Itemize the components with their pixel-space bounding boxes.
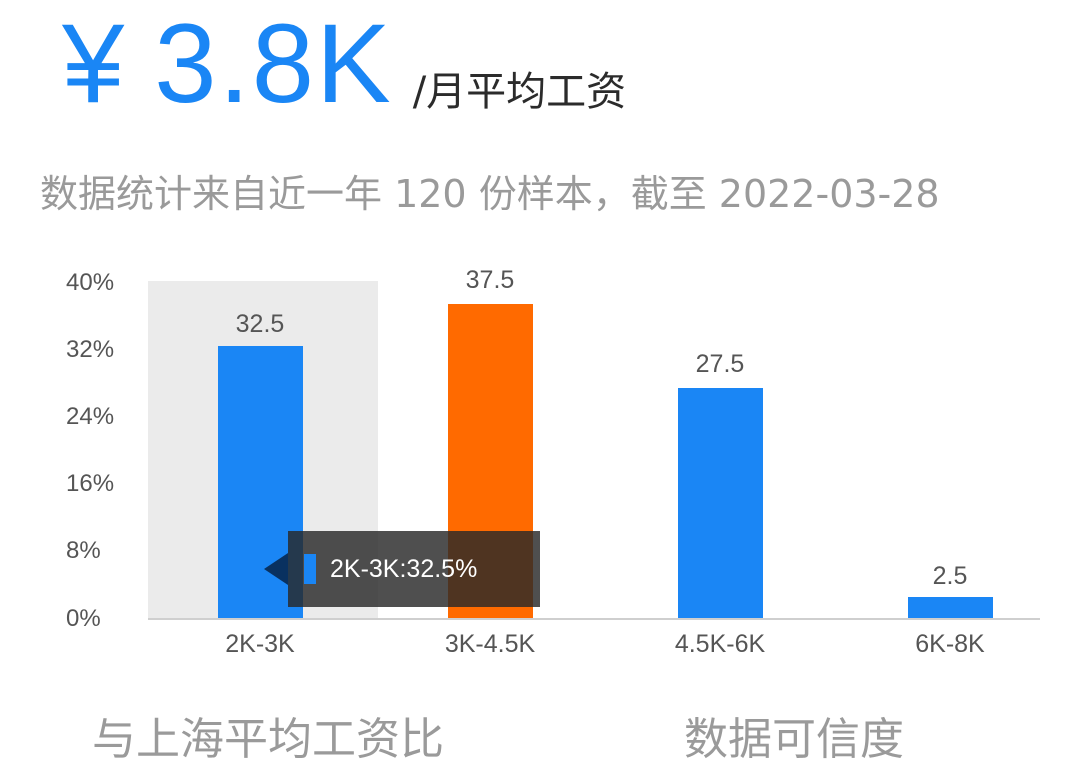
- amount-value: 3.8K: [154, 1, 393, 126]
- bar-value-label: 32.5: [235, 310, 285, 338]
- y-tick-0: 0%: [66, 605, 101, 632]
- data-reliability-tab[interactable]: 数据可信度: [684, 714, 904, 765]
- tooltip-pointer-icon: [264, 553, 288, 585]
- series-color-swatch: [304, 554, 316, 584]
- bar-value-label: 37.5: [465, 266, 515, 294]
- tooltip-text: 2K-3K:32.5%: [330, 554, 478, 583]
- y-tick-8: 8%: [66, 537, 101, 564]
- average-salary-amount: ¥3.8K: [62, 8, 393, 120]
- x-tick-6k-8k: 6K-8K: [915, 630, 985, 658]
- salary-distribution-chart: 40% 32% 24% 16% 8% 0% 32.5 37.5 27.5 2.5…: [0, 250, 1080, 670]
- bar-tooltip: 2K-3K:32.5%: [264, 531, 540, 607]
- x-tick-4.5k-6k: 4.5K-6K: [674, 630, 766, 658]
- x-tick-2k-3k: 2K-3K: [225, 630, 295, 658]
- currency-symbol: ¥: [62, 1, 127, 126]
- bar-4.5k-6k[interactable]: [678, 388, 763, 618]
- compare-shanghai-tab[interactable]: 与上海平均工资比: [92, 714, 444, 765]
- salary-unit-label: /月平均工资: [412, 69, 627, 115]
- y-tick-24: 24%: [66, 403, 115, 430]
- salary-headline: ¥3.8K /月平均工资: [62, 8, 626, 120]
- y-tick-32: 32%: [66, 336, 115, 363]
- x-tick-3k-4.5k: 3K-4.5K: [444, 630, 536, 658]
- y-tick-16: 16%: [66, 470, 115, 497]
- bar-value-label: 27.5: [695, 350, 745, 378]
- bar-value-label: 2.5: [932, 562, 968, 590]
- x-axis-line: [148, 618, 1040, 620]
- y-tick-40: 40%: [66, 269, 115, 296]
- bar-6k-8k[interactable]: [908, 597, 993, 618]
- data-source-subtitle: 数据统计来自近一年 120 份样本，截至 2022-03-28: [40, 172, 940, 216]
